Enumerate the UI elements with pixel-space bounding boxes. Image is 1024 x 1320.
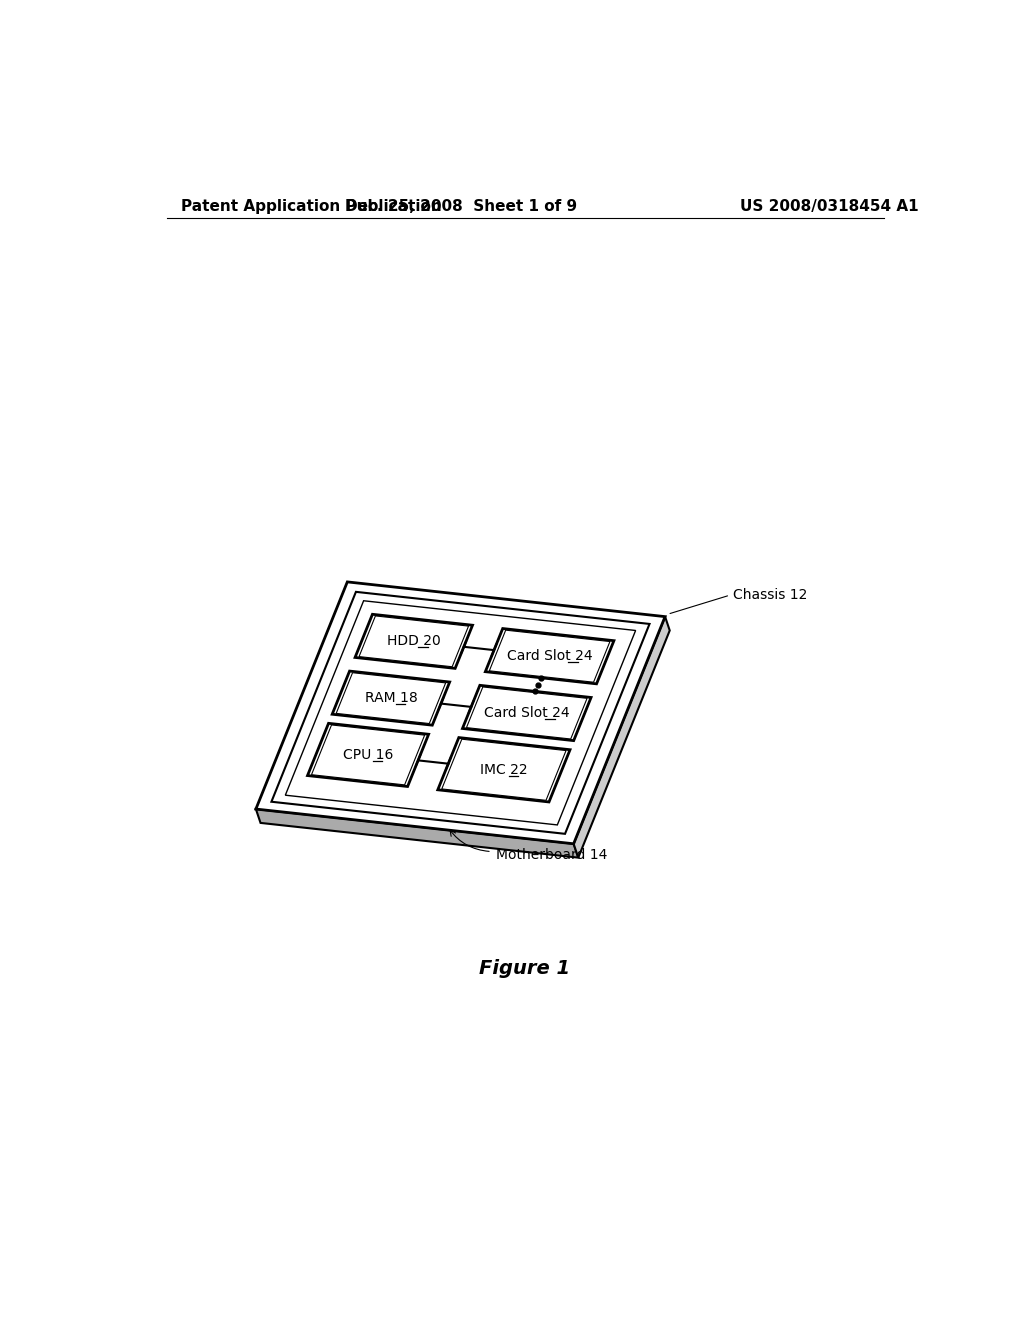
Text: Dec. 25, 2008  Sheet 1 of 9: Dec. 25, 2008 Sheet 1 of 9 [345, 198, 578, 214]
Polygon shape [438, 738, 570, 803]
Text: Patent Application Publication: Patent Application Publication [180, 198, 441, 214]
Text: Figure 1: Figure 1 [479, 958, 570, 978]
Polygon shape [359, 616, 469, 667]
Polygon shape [489, 630, 610, 682]
Text: HDD 20: HDD 20 [387, 635, 440, 648]
Polygon shape [355, 614, 472, 668]
Polygon shape [467, 686, 587, 739]
Text: RAM 18: RAM 18 [365, 692, 418, 705]
Polygon shape [256, 582, 665, 843]
Polygon shape [271, 591, 649, 834]
Polygon shape [286, 601, 636, 825]
Text: US 2008/0318454 A1: US 2008/0318454 A1 [740, 198, 919, 214]
Polygon shape [256, 809, 579, 858]
Text: IMC 22: IMC 22 [480, 763, 527, 776]
Polygon shape [336, 673, 445, 723]
Text: Card Slot 24: Card Slot 24 [484, 706, 569, 719]
Polygon shape [311, 725, 425, 785]
Polygon shape [573, 616, 670, 858]
Polygon shape [441, 739, 566, 800]
Text: Motherboard 14: Motherboard 14 [496, 849, 607, 862]
Polygon shape [332, 671, 450, 725]
Polygon shape [307, 723, 429, 787]
Text: Chassis 12: Chassis 12 [733, 589, 808, 602]
Text: CPU 16: CPU 16 [343, 748, 393, 762]
Polygon shape [463, 685, 591, 741]
Polygon shape [485, 628, 614, 684]
Text: Card Slot 24: Card Slot 24 [507, 649, 593, 663]
